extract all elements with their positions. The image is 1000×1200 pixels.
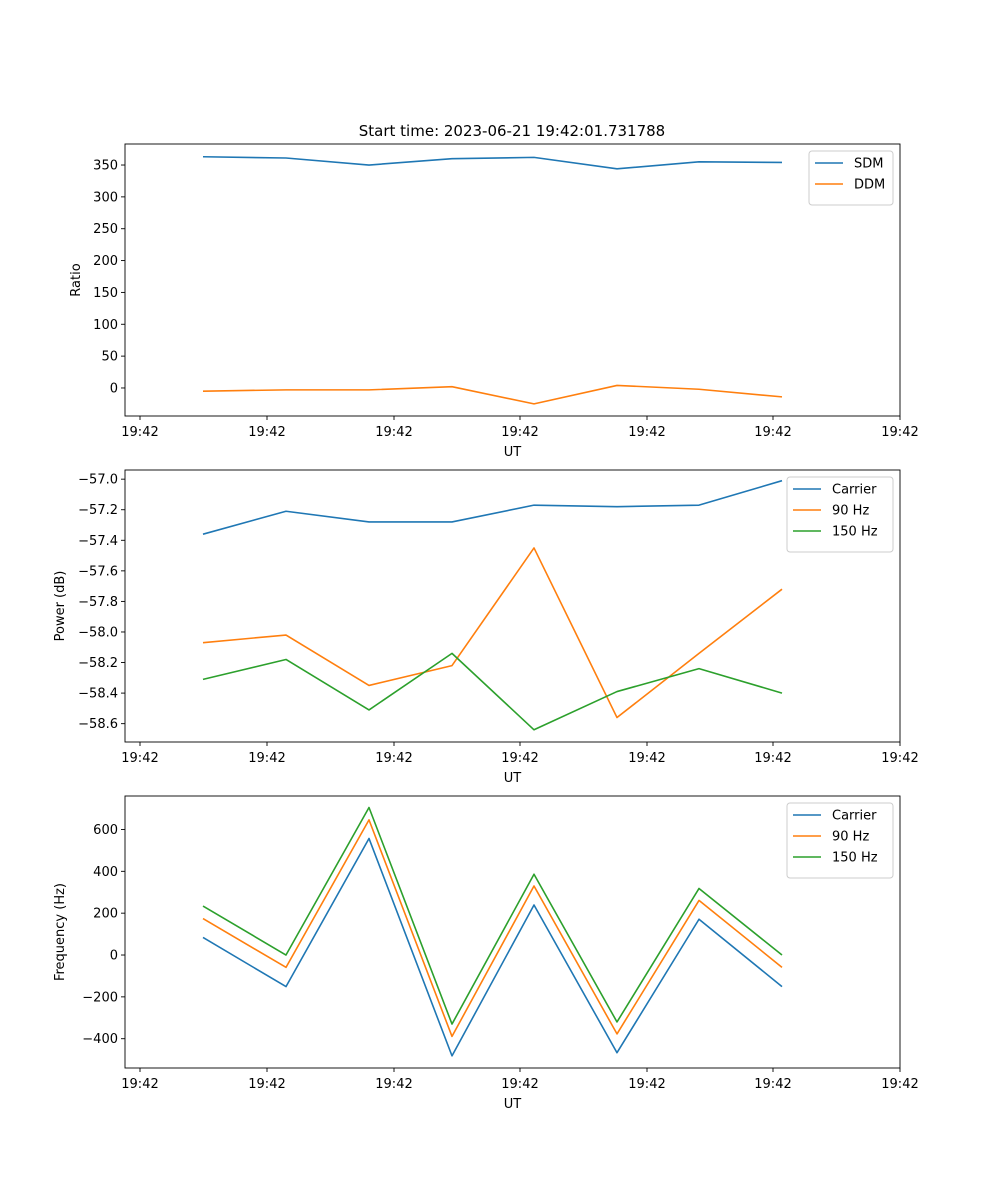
series-line-90-hz xyxy=(202,819,783,1038)
y-tick-label: 400 xyxy=(93,865,118,880)
x-tick-label: 19:42 xyxy=(121,425,158,440)
axes-frame xyxy=(124,469,901,743)
chart-panel-3: 19:42 19:42 19:42 19:42 19:42 19:42 19:42 −400 −… xyxy=(53,795,919,1112)
legend-label: 90 Hz xyxy=(832,830,869,845)
x-tick-label: 19:42 xyxy=(375,751,412,766)
series-line-150-hz xyxy=(202,652,783,731)
legend-label: Carrier xyxy=(832,483,877,498)
x-tick-label: 19:42 xyxy=(501,425,538,440)
y-tick-label: 300 xyxy=(93,190,118,205)
legend: Carrier 90 Hz 150 Hz xyxy=(786,476,894,553)
x-tick-label: 19:42 xyxy=(375,425,412,440)
legend-label: DDM xyxy=(854,178,885,193)
y-tick-label: −57.6 xyxy=(78,564,118,579)
x-tick-label: 19:42 xyxy=(754,425,791,440)
axes-frame xyxy=(124,795,901,1069)
legend-box xyxy=(808,150,894,206)
y-tick-label: −57.0 xyxy=(78,473,118,488)
x-tick-label: 19:42 xyxy=(628,1077,665,1092)
x-tick-label: 19:42 xyxy=(754,751,791,766)
legend-label: 150 Hz xyxy=(832,525,878,540)
y-axis-label: Frequency (Hz) xyxy=(53,883,68,981)
y-axis-label: Ratio xyxy=(69,263,84,296)
legend-label: SDM xyxy=(854,157,883,172)
y-tick-label: 50 xyxy=(101,350,118,365)
x-tick-label: 19:42 xyxy=(121,751,158,766)
x-tick-label: 19:42 xyxy=(248,1077,285,1092)
y-tick-label: −58.4 xyxy=(78,687,118,702)
x-tick-label: 19:42 xyxy=(628,751,665,766)
y-tick-label: 100 xyxy=(93,318,118,333)
x-axis-label: UT xyxy=(504,445,522,460)
y-tick-label: −57.2 xyxy=(78,503,118,518)
x-tick-label: 19:42 xyxy=(881,751,918,766)
y-tick-label: −57.8 xyxy=(78,595,118,610)
y-tick-label: 200 xyxy=(93,254,118,269)
y-tick-label: −57.4 xyxy=(78,534,118,549)
x-tick-label: 19:42 xyxy=(881,1077,918,1092)
series-line-150-hz xyxy=(202,806,783,1025)
x-tick-label: 19:42 xyxy=(881,425,918,440)
legend-label: 150 Hz xyxy=(832,851,878,866)
series-line-ddm xyxy=(202,384,783,405)
y-tick-label: 0 xyxy=(110,949,118,964)
x-tick-label: 19:42 xyxy=(501,1077,538,1092)
chart-panel-1: 19:42 19:42 19:42 19:42 19:42 19:42 19:42 0 50 10… xyxy=(69,143,919,460)
x-tick-label: 19:42 xyxy=(248,425,285,440)
legend-box xyxy=(786,802,894,879)
y-tick-label: 0 xyxy=(110,381,118,396)
series-line-carrier xyxy=(202,837,783,1057)
y-tick-label: −58.2 xyxy=(78,656,118,671)
chart-panels: 19:42 19:42 19:42 19:42 19:42 19:42 19:42 0 50 10… xyxy=(53,143,919,1112)
x-tick-label: 19:42 xyxy=(628,425,665,440)
x-axis-label: UT xyxy=(504,771,522,786)
x-tick-label: 19:42 xyxy=(121,1077,158,1092)
series-line-90-hz xyxy=(202,547,783,719)
x-tick-label: 19:42 xyxy=(375,1077,412,1092)
series-line-sdm xyxy=(202,155,783,170)
chart-panel-2: 19:42 19:42 19:42 19:42 19:42 19:42 19:42 −58.6… xyxy=(53,469,919,786)
axes-frame xyxy=(124,143,901,417)
legend-label: 90 Hz xyxy=(832,504,869,519)
legend: SDM DDM xyxy=(808,150,894,206)
y-tick-label: 350 xyxy=(93,159,118,174)
series-line-carrier xyxy=(202,479,783,535)
legend-box xyxy=(786,476,894,553)
legend-label: Carrier xyxy=(832,809,877,824)
y-tick-label: −58.6 xyxy=(78,717,118,732)
legend: Carrier 90 Hz 150 Hz xyxy=(786,802,894,879)
y-tick-label: 150 xyxy=(93,286,118,301)
y-tick-label: −58.0 xyxy=(78,625,118,640)
x-tick-label: 19:42 xyxy=(248,751,285,766)
x-tick-label: 19:42 xyxy=(501,751,538,766)
figure-title: Start time: 2023-06-21 19:42:01.731788 xyxy=(359,122,665,140)
y-tick-label: −200 xyxy=(82,990,118,1005)
y-tick-label: 200 xyxy=(93,907,118,922)
x-tick-label: 19:42 xyxy=(754,1077,791,1092)
x-axis-label: UT xyxy=(504,1097,522,1112)
y-tick-label: 250 xyxy=(93,222,118,237)
y-tick-label: 600 xyxy=(93,823,118,838)
y-axis-label: Power (dB) xyxy=(53,571,68,642)
y-tick-label: −400 xyxy=(82,1032,118,1047)
